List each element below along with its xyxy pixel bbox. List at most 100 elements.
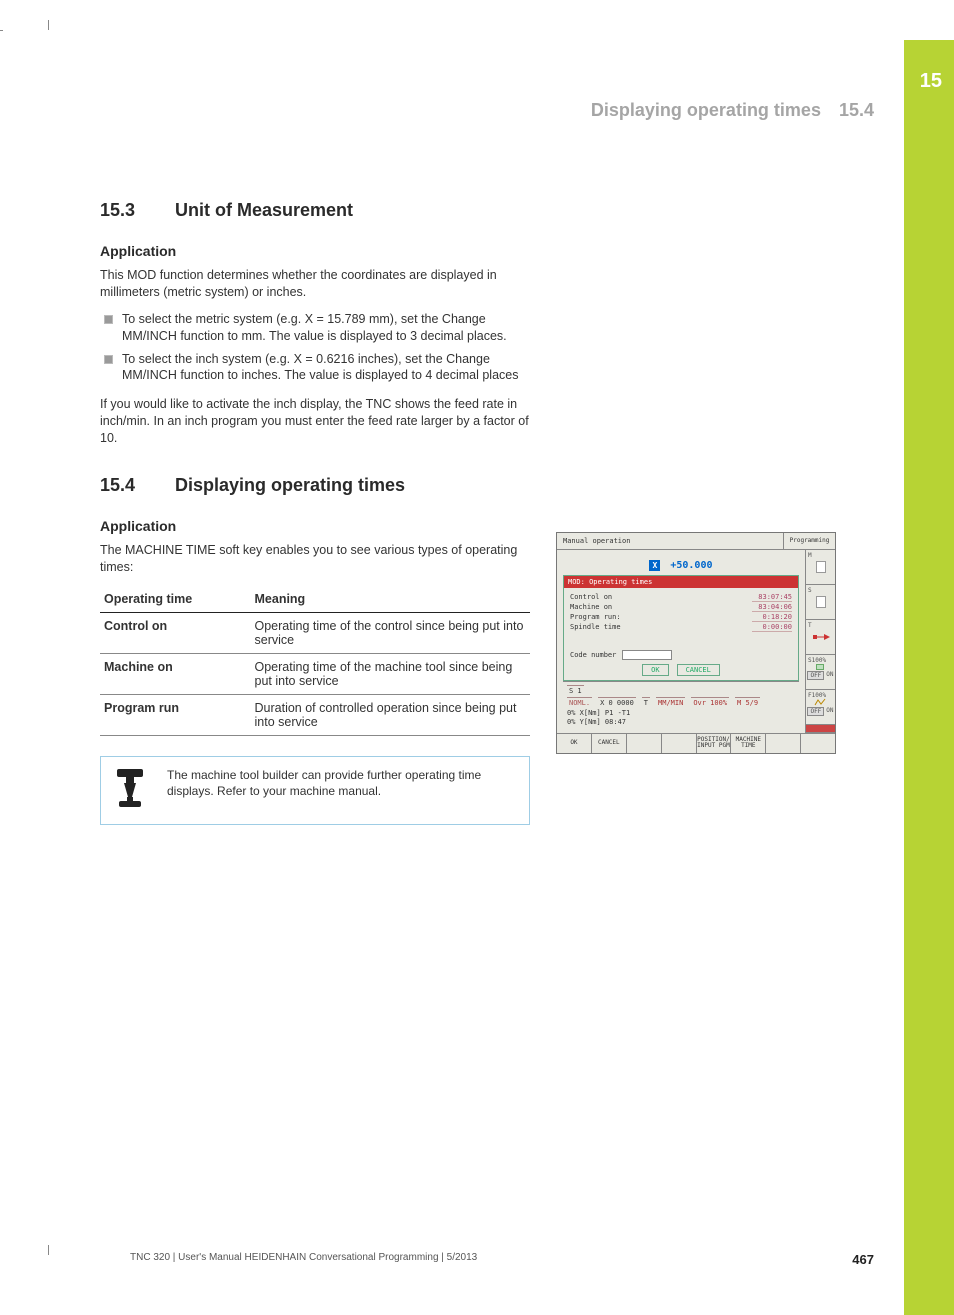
sidebar-s-cell[interactable]: S	[806, 585, 835, 620]
sidebar-s-label: S	[808, 587, 812, 594]
softkey-empty	[627, 734, 662, 753]
code-number-row: Code number	[570, 650, 792, 660]
table-row: Program run Duration of controlled opera…	[100, 694, 530, 735]
on-label: ON	[826, 671, 833, 680]
bullet-item: To select the inch system (e.g. X = 0.62…	[100, 351, 530, 385]
softkey-ok[interactable]: OK	[557, 734, 592, 753]
para-153-2: If you would like to activate the inch d…	[100, 396, 530, 447]
softkey-position[interactable]: POSITION/ INPUT PGM	[697, 734, 732, 753]
heading-num: 15.3	[100, 200, 170, 221]
dialog-title: MOD: Operating times	[564, 576, 798, 588]
sidebar-m-cell[interactable]: M	[806, 550, 835, 585]
on-label: ON	[826, 707, 833, 716]
dialog-row: Spindle time 0:00:00	[570, 623, 792, 632]
status-noml: NOML.	[567, 697, 592, 708]
dialog-row-label: Program run:	[570, 613, 621, 622]
preview-icon	[816, 596, 826, 608]
softkey-cancel[interactable]: CANCEL	[592, 734, 627, 753]
dialog-ok-button[interactable]: OK	[642, 664, 668, 676]
dialog-row-label: Machine on	[570, 603, 612, 612]
table-cell-key: Control on	[100, 612, 251, 653]
dialog-row-label: Spindle time	[570, 623, 621, 632]
table-row: Control on Operating time of the control…	[100, 612, 530, 653]
heading-15-3: 15.3 Unit of Measurement	[100, 200, 860, 221]
dialog-row-value: 83:07:45	[752, 593, 792, 602]
machine-icon	[113, 767, 149, 814]
operating-times-dialog: MOD: Operating times Control on83:07:45 …	[563, 575, 799, 681]
override-icon	[816, 664, 824, 670]
right-sidebar: M S T S100% OFFON F100%	[805, 550, 835, 733]
off-toggle[interactable]: OFF	[807, 671, 824, 680]
table-row: Machine on Operating time of the machine…	[100, 653, 530, 694]
dialog-row-label: Control on	[570, 593, 612, 602]
dialog-row-value: 0:00:00	[752, 623, 792, 632]
axis-label: X	[649, 560, 660, 571]
dialog-row: Machine on 83:04:06	[570, 603, 792, 612]
mode-indicator: Programming	[783, 533, 835, 549]
crop-mark-bottom	[48, 1245, 49, 1255]
page-number: 467	[852, 1252, 874, 1267]
status-ovr: Ovr 100%	[691, 697, 729, 708]
position-readout: X +50.000	[563, 560, 799, 571]
crop-mark-top	[48, 20, 52, 50]
sidebar-t-label: T	[808, 622, 812, 629]
softkey-empty	[766, 734, 801, 753]
heading-title: Displaying operating times	[175, 475, 405, 495]
sidebar-t-cell[interactable]: T	[806, 620, 835, 655]
dialog-row-value: 0:18:20	[752, 613, 792, 622]
probe-icon	[812, 632, 830, 642]
subheading-application-153: Application	[100, 243, 860, 259]
heading-15-4: 15.4 Displaying operating times	[100, 475, 860, 496]
table-cell-key: Program run	[100, 694, 251, 735]
para-153-1: This MOD function determines whether the…	[100, 267, 530, 301]
sidebar-s100-label: S100%	[808, 657, 826, 664]
table-cell-val: Duration of controlled operation since b…	[251, 694, 531, 735]
status-mmmin: MM/MIN	[656, 697, 685, 708]
heading-title: Unit of Measurement	[175, 200, 353, 220]
code-number-label: Code number	[570, 651, 616, 659]
bullet-item: To select the metric system (e.g. X = 15…	[100, 311, 530, 345]
table-cell-key: Machine on	[100, 653, 251, 694]
axis-value: +50.000	[670, 560, 712, 571]
feed-icon	[814, 698, 826, 706]
bullet-list-153: To select the metric system (e.g. X = 15…	[100, 311, 530, 385]
dialog-row: Program run: 0:18:20	[570, 613, 792, 622]
status-t: T	[642, 697, 650, 708]
dialog-cancel-button[interactable]: CANCEL	[677, 664, 720, 676]
table-header: Meaning	[251, 586, 531, 613]
softkey-empty	[662, 734, 697, 753]
page-footer: TNC 320 | User's Manual HEIDENHAIN Conve…	[130, 1252, 874, 1267]
sidebar-f100-cell[interactable]: F100% OFFON	[806, 690, 835, 725]
running-head-title: Displaying operating times	[591, 100, 821, 121]
code-number-input[interactable]	[622, 650, 672, 660]
sidebar-s100-cell[interactable]: S100% OFFON	[806, 655, 835, 690]
table-header: Operating time	[100, 586, 251, 613]
status-m: M 5/9	[735, 697, 760, 708]
status-x: X 0 0000	[598, 697, 636, 708]
note-box: The machine tool builder can provide fur…	[100, 756, 530, 825]
preview-icon	[816, 561, 826, 573]
subheading-application-154: Application	[100, 518, 530, 534]
chapter-tab	[904, 40, 954, 1315]
softkey-empty	[801, 734, 835, 753]
status-line-2: 0% Y[Nm] 08:47	[567, 718, 626, 726]
sidebar-m-label: M	[808, 552, 812, 559]
screen-title: Manual operation	[557, 533, 783, 549]
chapter-number: 15	[920, 70, 942, 93]
dialog-row-value: 83:04:06	[752, 603, 792, 612]
off-toggle[interactable]: OFF	[807, 707, 824, 716]
operating-time-table: Operating time Meaning Control on Operat…	[100, 586, 530, 736]
table-cell-val: Operating time of the machine tool since…	[251, 653, 531, 694]
softkey-row: OK CANCEL POSITION/ INPUT PGM MACHINE TI…	[557, 733, 835, 753]
tnc-screenshot: Manual operation Programming X +50.000 M…	[556, 532, 836, 754]
sidebar-red-bar	[806, 725, 835, 733]
table-cell-val: Operating time of the control since bein…	[251, 612, 531, 653]
softkey-machine-time[interactable]: MACHINE TIME	[731, 734, 766, 753]
running-head: Displaying operating times 15.4	[591, 100, 874, 121]
running-head-num: 15.4	[839, 100, 874, 121]
status-bars: S 1 NOML. X 0 0000 T MM/MIN Ovr 100% M 5…	[563, 681, 799, 729]
status-line-1: 0% X[Nm] P1 -T1	[567, 709, 630, 717]
footer-text: TNC 320 | User's Manual HEIDENHAIN Conve…	[130, 1252, 477, 1267]
para-154-intro: The MACHINE TIME soft key enables you to…	[100, 542, 530, 576]
status-s: S 1	[567, 685, 584, 696]
